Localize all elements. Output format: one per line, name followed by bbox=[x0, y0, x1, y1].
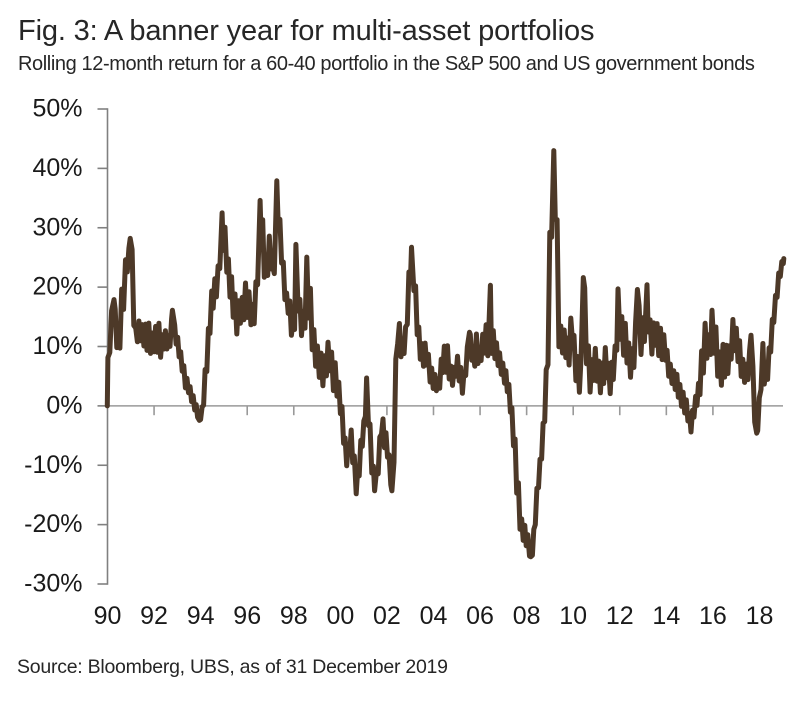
svg-text:90: 90 bbox=[94, 602, 122, 630]
svg-text:02: 02 bbox=[373, 602, 401, 630]
svg-text:10%: 10% bbox=[32, 332, 82, 360]
svg-text:98: 98 bbox=[280, 602, 308, 630]
svg-text:00: 00 bbox=[326, 602, 354, 630]
svg-text:96: 96 bbox=[233, 602, 261, 630]
svg-text:94: 94 bbox=[187, 602, 215, 630]
svg-text:18: 18 bbox=[746, 602, 774, 630]
svg-text:0%: 0% bbox=[46, 391, 82, 419]
svg-text:-30%: -30% bbox=[24, 570, 82, 598]
svg-text:50%: 50% bbox=[32, 95, 82, 123]
svg-text:06: 06 bbox=[466, 602, 494, 630]
svg-text:-20%: -20% bbox=[24, 510, 82, 538]
svg-text:10: 10 bbox=[559, 602, 587, 630]
svg-text:-10%: -10% bbox=[24, 451, 82, 479]
svg-text:30%: 30% bbox=[32, 213, 82, 241]
svg-text:14: 14 bbox=[652, 602, 680, 630]
svg-text:08: 08 bbox=[513, 602, 541, 630]
svg-text:12: 12 bbox=[606, 602, 634, 630]
svg-text:40%: 40% bbox=[32, 154, 82, 182]
svg-text:16: 16 bbox=[699, 602, 727, 630]
svg-text:04: 04 bbox=[420, 602, 448, 630]
svg-text:20%: 20% bbox=[32, 273, 82, 301]
svg-text:92: 92 bbox=[140, 602, 168, 630]
